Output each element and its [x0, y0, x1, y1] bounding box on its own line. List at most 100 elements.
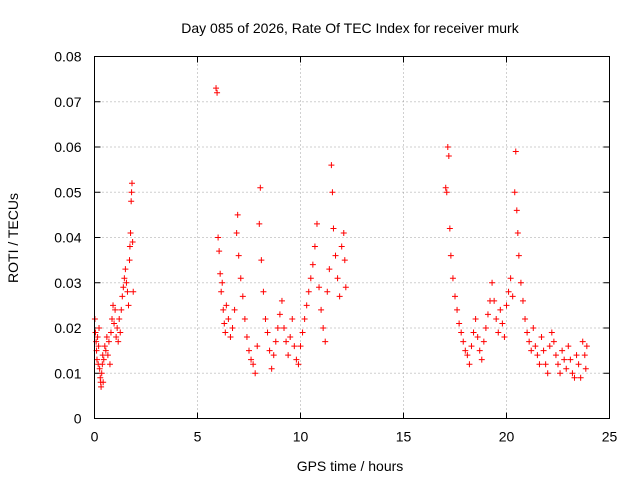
data-point — [254, 343, 261, 350]
data-point — [449, 275, 456, 282]
data-point — [476, 347, 483, 354]
data-point — [303, 302, 310, 309]
data-points — [91, 85, 590, 390]
y-tick-label: 0.06 — [54, 139, 81, 155]
data-point — [538, 334, 545, 341]
data-point — [297, 343, 304, 350]
data-point — [283, 338, 290, 345]
data-point — [94, 334, 101, 341]
x-tick-label: 15 — [396, 429, 412, 445]
data-point — [472, 315, 479, 322]
y-tick-label: 0.08 — [54, 49, 81, 65]
data-point — [106, 361, 113, 368]
data-point — [301, 315, 308, 322]
data-point — [466, 361, 473, 368]
data-point — [126, 257, 133, 264]
data-point — [517, 279, 524, 286]
data-point — [289, 315, 296, 322]
data-point — [100, 356, 107, 363]
data-point — [266, 347, 273, 354]
data-point — [474, 334, 481, 341]
data-point — [546, 343, 553, 350]
data-point — [128, 180, 135, 187]
data-point — [256, 220, 263, 227]
data-point — [559, 347, 566, 354]
data-point — [575, 361, 582, 368]
axis-ticks — [94, 56, 610, 419]
data-point — [491, 297, 498, 304]
x-axis-title: GPS time / hours — [297, 458, 404, 474]
data-point — [579, 338, 586, 345]
y-tick-label: 0.02 — [54, 320, 81, 336]
data-point — [313, 220, 320, 227]
data-point — [119, 293, 126, 300]
data-point — [130, 288, 137, 295]
y-tick-label: 0.03 — [54, 275, 81, 291]
data-point — [548, 329, 555, 336]
data-point — [95, 343, 102, 350]
data-point — [497, 306, 504, 313]
grid-lines — [94, 56, 610, 419]
data-point — [243, 334, 250, 341]
data-point — [125, 302, 132, 309]
data-point — [340, 229, 347, 236]
chart-title: Day 085 of 2026, Rate Of TEC Index for r… — [181, 20, 519, 36]
data-point — [577, 374, 584, 381]
data-point — [219, 279, 226, 286]
data-point — [316, 284, 323, 291]
data-point — [92, 329, 99, 336]
data-point — [342, 284, 349, 291]
data-point — [278, 297, 285, 304]
x-tick-label: 0 — [91, 429, 99, 445]
data-point — [128, 198, 135, 205]
data-point — [281, 325, 288, 331]
data-point — [237, 275, 244, 282]
data-point — [464, 352, 471, 359]
data-point — [338, 243, 345, 250]
data-point — [112, 306, 119, 313]
data-point — [555, 361, 561, 368]
data-point — [503, 302, 510, 309]
data-point — [329, 189, 336, 196]
data-point — [571, 374, 578, 381]
data-point — [522, 315, 529, 322]
data-point — [272, 338, 279, 345]
x-tick-label: 25 — [602, 429, 618, 445]
data-point — [295, 361, 302, 368]
data-point — [489, 279, 496, 286]
data-point — [117, 329, 124, 336]
data-point — [328, 162, 335, 169]
data-point — [524, 329, 531, 336]
data-point — [217, 270, 224, 277]
data-point — [514, 229, 521, 236]
data-point — [544, 370, 551, 377]
data-point — [309, 261, 316, 268]
data-point — [100, 379, 107, 386]
data-point — [470, 329, 477, 336]
data-point — [583, 343, 590, 350]
data-point — [257, 184, 264, 191]
data-point — [121, 275, 128, 282]
data-point — [550, 338, 557, 345]
data-point — [222, 329, 229, 336]
data-point — [334, 275, 341, 282]
x-tick-labels: 0 5 10 15 20 25 — [91, 429, 618, 445]
data-point — [322, 338, 329, 345]
data-point — [227, 334, 234, 341]
y-tick-label: 0.04 — [54, 230, 81, 246]
data-point — [445, 153, 452, 160]
data-point — [581, 352, 588, 359]
plot-frame — [94, 56, 610, 419]
data-point — [109, 315, 116, 322]
data-point — [557, 370, 564, 377]
data-point — [495, 329, 502, 336]
data-point — [122, 266, 129, 273]
data-point — [336, 293, 343, 300]
data-point — [276, 311, 283, 318]
data-point — [235, 252, 242, 259]
data-point — [120, 284, 127, 291]
data-point — [96, 325, 103, 331]
data-point — [324, 288, 331, 295]
data-point — [221, 320, 228, 327]
